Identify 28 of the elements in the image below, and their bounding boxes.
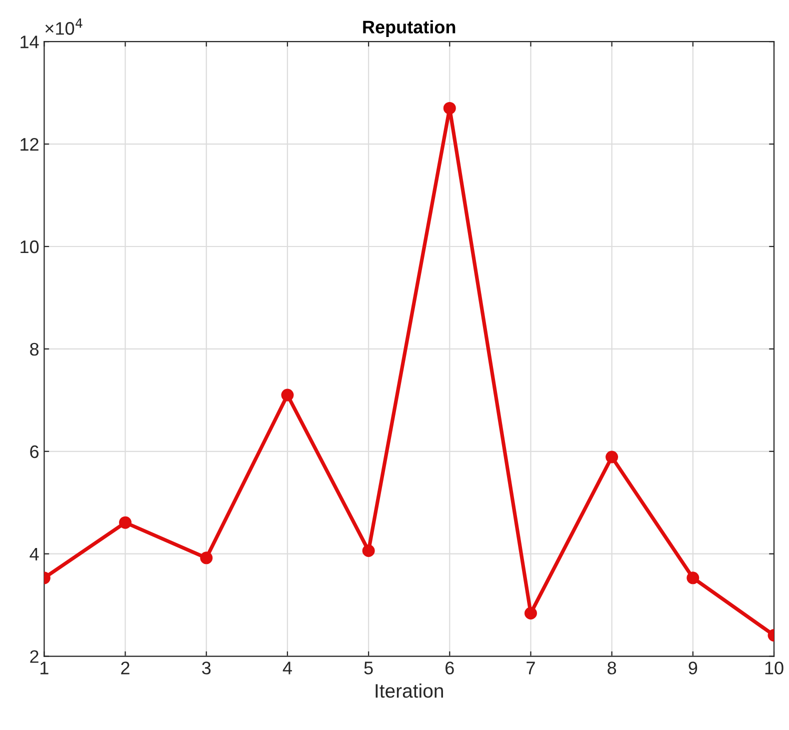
x-tick-label: 1 [40,662,48,674]
x-tick-label: 2 [121,662,130,674]
point [606,450,618,464]
point [281,388,294,402]
point [200,552,213,564]
x-tick-label: 10 [765,662,784,674]
x-axis-title: Iteration [376,684,443,698]
x-tick-label: 9 [688,662,698,674]
point [524,606,537,620]
text: ×10$^{4}$ [45,18,82,35]
y-tick-label: 12 [20,138,38,151]
y-tick-label: 10 [20,240,39,254]
x-tick-label: 4 [282,662,292,674]
x-tick-label: 8 [608,662,616,674]
chart-title: Reputation [363,20,456,38]
x-tick-label: 6 [446,662,454,674]
y-tick-label: 4 [30,548,39,560]
point [443,102,456,114]
y-tick-label: 2 [30,650,38,663]
y-tick-label: 14 [20,36,39,48]
point [362,544,375,558]
x-tick-label: 5 [364,662,373,674]
y-tick-label: 8 [30,342,39,356]
x-tick-label: 7 [526,662,535,674]
point [119,516,132,529]
y-tick-label: 6 [30,445,39,458]
x-tick-label: 3 [202,662,211,674]
point [686,572,700,584]
